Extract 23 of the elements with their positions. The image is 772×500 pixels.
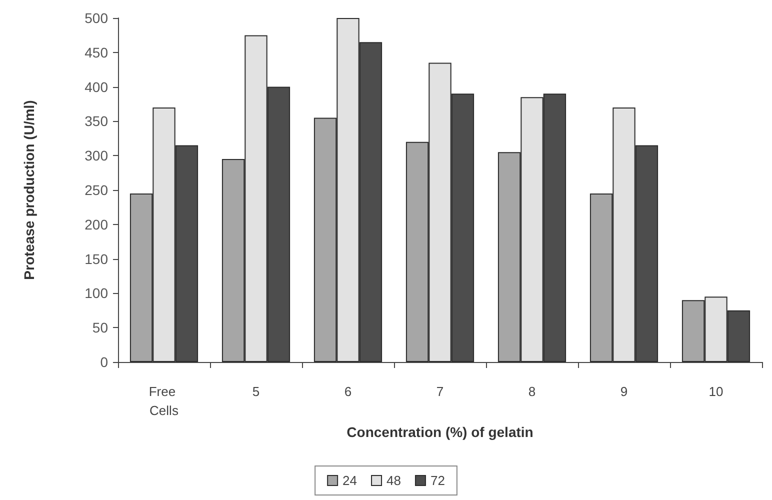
y-tick-label: 500 <box>84 10 108 26</box>
y-tick-label: 100 <box>84 285 108 302</box>
x-tick-label: 8 <box>528 384 536 399</box>
x-tick-label: 7 <box>436 384 444 399</box>
y-tick-label: 450 <box>84 44 108 60</box>
y-tick-label: 0 <box>100 354 108 370</box>
x-tick-label: 5 <box>252 384 260 399</box>
x-tick-label: Free Cells <box>148 384 180 418</box>
legend-label: 48 <box>386 473 401 488</box>
y-tick-label: 300 <box>84 148 108 164</box>
y-tick-label: 400 <box>84 78 108 95</box>
x-axis-title: Concentration (%) of gelatin <box>346 424 534 440</box>
y-tick-label: 150 <box>84 250 108 267</box>
y-tick-label: 50 <box>92 320 108 336</box>
legend-label: 72 <box>430 473 445 488</box>
x-tick-label: 9 <box>620 384 628 399</box>
y-axis-title: Protease production (U/ml) <box>21 100 37 280</box>
x-tick-label: 6 <box>344 384 352 399</box>
y-tick-label: 200 <box>84 216 108 232</box>
legend-label: 24 <box>342 473 358 488</box>
y-tick-label: 250 <box>84 182 108 198</box>
y-tick-label: 350 <box>84 113 108 130</box>
x-tick-label: 10 <box>708 384 724 399</box>
